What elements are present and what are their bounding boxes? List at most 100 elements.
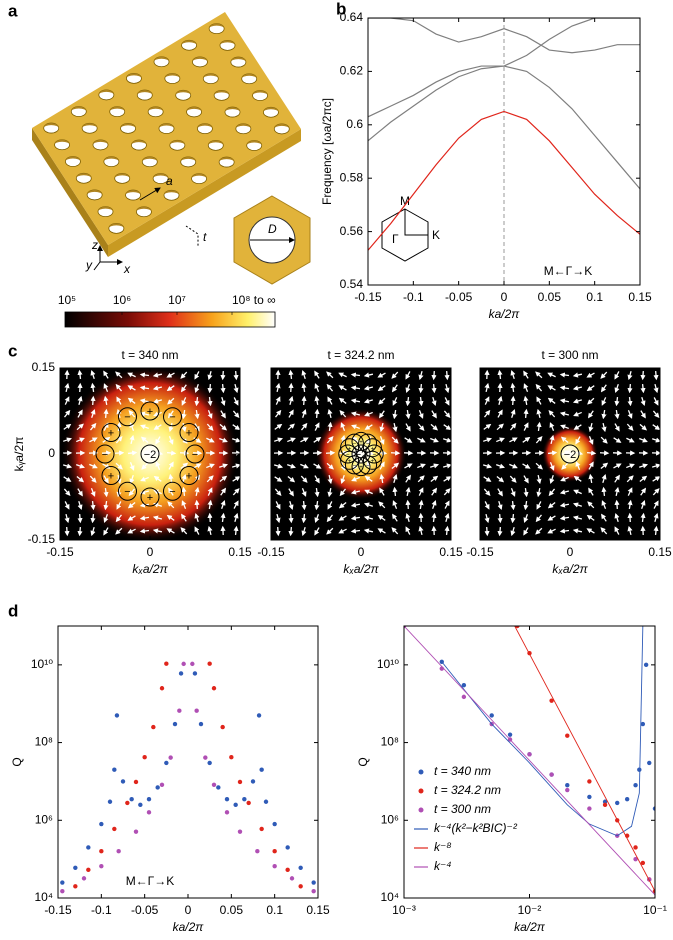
data-point — [224, 810, 230, 815]
y-axis-label: Q — [10, 757, 24, 766]
plot-frame — [367, 17, 641, 286]
field-arrow — [483, 488, 491, 497]
field-arrow — [326, 383, 334, 392]
field-arrow — [76, 423, 84, 431]
field-arrow — [152, 515, 163, 521]
field-arrow — [288, 409, 294, 418]
field-arrow — [547, 372, 556, 378]
hole-wall — [154, 56, 169, 62]
band-line — [368, 110, 640, 251]
field-arrow — [180, 527, 188, 535]
field-arrow — [534, 450, 545, 456]
field-arrow — [640, 512, 646, 523]
data-point — [178, 671, 184, 676]
data-point — [272, 849, 277, 854]
data-point — [298, 884, 303, 889]
field-arrow — [339, 488, 347, 497]
field-arrow — [76, 437, 85, 443]
field-arrow — [509, 422, 517, 431]
field-arrow — [63, 409, 71, 418]
charge-marker — [118, 481, 137, 501]
field-arrow — [326, 514, 333, 523]
field-arrow — [232, 488, 240, 496]
y-tick-label: 0.54 — [340, 277, 364, 291]
data-point — [155, 785, 160, 790]
hole-wall — [120, 123, 136, 129]
hole-wall — [109, 106, 125, 112]
charge-marker — [163, 407, 182, 427]
y-tick-label: 0 — [48, 446, 55, 460]
field-arrow — [484, 382, 490, 393]
field-arrow — [652, 410, 660, 419]
field-arrow — [314, 383, 320, 392]
field-arrow — [614, 371, 620, 380]
field-arrow — [601, 422, 607, 433]
field-arrow — [62, 463, 73, 469]
field-arrow — [549, 475, 555, 485]
y-tick-label: 10⁸ — [35, 735, 53, 749]
hole-wall — [125, 190, 141, 196]
field-arrow — [287, 423, 295, 431]
field-arrow — [510, 526, 516, 537]
field-arrow — [166, 385, 175, 392]
field-arrow — [535, 462, 543, 470]
data-point — [190, 661, 195, 667]
data-point — [60, 888, 65, 894]
hole-wall — [87, 189, 103, 195]
field-arrow — [626, 475, 634, 483]
field-arrow — [484, 501, 490, 510]
field-arrow — [152, 385, 163, 391]
field-arrow — [77, 488, 83, 497]
field-arrow — [351, 476, 360, 482]
charge-label: + — [359, 440, 363, 446]
field-arrow — [129, 434, 135, 445]
field-arrow — [338, 515, 347, 521]
field-arrow — [418, 487, 424, 496]
field-arrow — [626, 437, 635, 443]
field-arrow — [588, 461, 594, 470]
field-arrow — [497, 500, 503, 511]
hole-wall — [71, 106, 87, 112]
field-arrow — [207, 396, 213, 407]
field-arrow — [233, 500, 239, 509]
field-arrow — [351, 424, 360, 430]
field-arrow — [443, 476, 451, 482]
data-point — [242, 796, 247, 802]
field-arrow — [405, 474, 411, 483]
charge-marker — [344, 433, 364, 453]
field-arrow — [288, 395, 294, 406]
field-arrow — [314, 408, 320, 419]
data-point — [73, 865, 78, 870]
field-arrow — [549, 422, 555, 431]
field-arrow — [640, 487, 647, 496]
field-arrow — [509, 437, 518, 443]
hole-wall — [54, 139, 70, 145]
field-arrow — [326, 436, 334, 444]
field-arrow — [300, 475, 308, 483]
field-arrow — [194, 396, 200, 407]
y-tick-label: 0.56 — [340, 224, 364, 238]
field-arrow — [573, 424, 582, 430]
field-arrow — [586, 385, 595, 392]
legend-label: k⁻⁴ — [434, 859, 452, 873]
field-arrow — [153, 424, 162, 430]
field-arrow — [572, 528, 583, 534]
data-point — [120, 779, 126, 784]
field-arrow — [536, 501, 542, 510]
field-arrow — [418, 525, 424, 536]
field-arrow — [76, 463, 85, 469]
field-arrow — [152, 398, 163, 404]
field-arrow — [103, 370, 109, 379]
field-arrow — [193, 463, 202, 469]
field-arrow — [152, 372, 163, 378]
field-arrow — [180, 371, 188, 379]
field-arrow — [377, 372, 386, 378]
field-arrow — [496, 475, 505, 483]
field-arrow — [139, 398, 150, 404]
data-point — [615, 800, 620, 806]
field-arrow — [391, 462, 400, 470]
field-arrow — [392, 486, 398, 497]
field-arrow — [128, 488, 136, 497]
field-arrow — [444, 370, 450, 381]
